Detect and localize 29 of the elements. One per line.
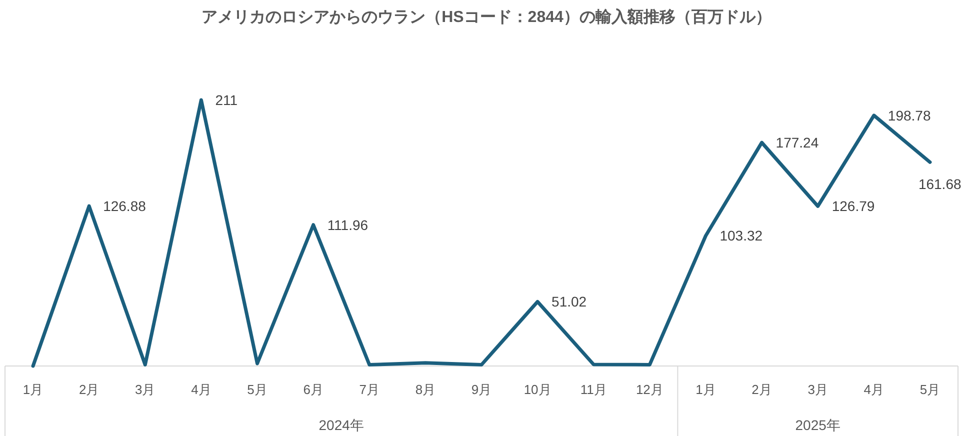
x-tick-label: 1月 (696, 382, 716, 397)
x-tick-label: 11月 (580, 382, 607, 397)
x-tick-label: 7月 (359, 382, 380, 397)
x-tick-label: 5月 (920, 382, 940, 397)
x-tick-label: 10月 (524, 382, 552, 397)
data-label: 211 (215, 92, 238, 108)
x-tick-label: 3月 (135, 382, 156, 397)
text: 2024年 (318, 417, 364, 433)
chart-title: アメリカのロシアからのウラン（HSコード：2844）の輸入額推移（百万ドル） (202, 8, 772, 26)
data-label: 126.88 (103, 198, 146, 214)
x-tick-label: 8月 (415, 382, 436, 397)
x-tick-label: 1月 (22, 382, 44, 397)
x-tick-label: 4月 (864, 382, 884, 397)
data-label: 161.68 (918, 176, 962, 192)
data-label: 51.02 (552, 294, 587, 310)
x-tick-label: 4月 (191, 382, 212, 397)
x-tick-label: 2月 (78, 382, 100, 397)
data-label: 198.78 (888, 107, 931, 124)
x-tick-label: 12月 (636, 382, 664, 397)
text: 2025年 (795, 417, 840, 433)
x-tick-label: 5月 (247, 382, 268, 397)
data-label: 177.24 (776, 134, 819, 151)
x-tick-label: 6月 (303, 382, 324, 397)
x-tick-label: 3月 (808, 382, 828, 397)
x-tick-label: 9月 (471, 382, 492, 397)
data-label: 111.96 (327, 216, 368, 233)
x-tick-label: 2月 (752, 382, 772, 397)
data-label: 103.32 (720, 228, 763, 244)
data-label: 126.79 (832, 198, 875, 214)
